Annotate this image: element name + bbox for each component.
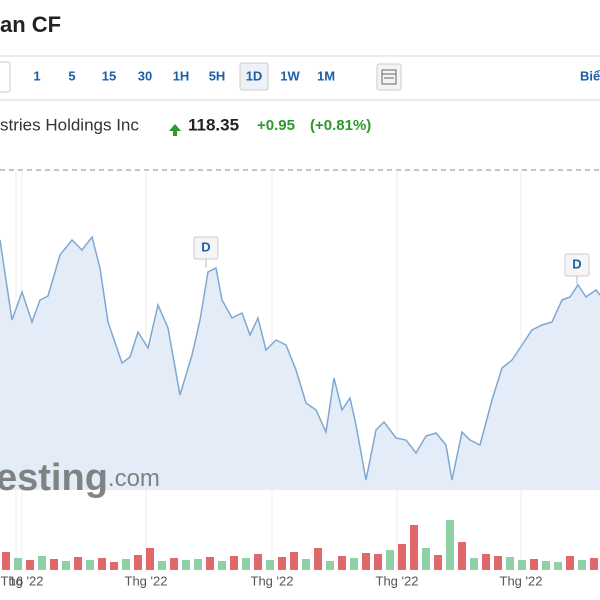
- volume-bar: [362, 553, 370, 570]
- active-interval: [239, 62, 269, 91]
- icon: [381, 69, 397, 85]
- interval-button[interactable]: 5: [68, 68, 75, 83]
- volume-bar: [590, 558, 598, 570]
- volume-bar: [314, 548, 322, 570]
- volume-bar: [2, 552, 10, 570]
- toolbar: 1 5 15 30 1H 5H 1D 1W 1M: [33, 62, 335, 91]
- volume-bar: [170, 558, 178, 570]
- interval-button[interactable]: 1: [33, 68, 40, 83]
- x-tick-label: Thg '22: [251, 573, 294, 588]
- volume-bar: [530, 559, 538, 570]
- interval-button[interactable]: 1H: [173, 68, 190, 83]
- interval-button[interactable]: 5H: [209, 68, 226, 83]
- x-tick-label: Thg '22: [376, 573, 419, 588]
- volume-bar: [146, 548, 154, 570]
- volume-bar: [122, 559, 130, 570]
- volume-bar: [266, 560, 274, 570]
- volume-bar: [410, 525, 418, 570]
- x-tick-label: Thg '22: [1, 573, 44, 588]
- x-tick-label: Thg '22: [500, 573, 543, 588]
- volume-bar: [74, 557, 82, 570]
- interval-button[interactable]: 1D: [246, 68, 263, 83]
- volume-bar: [398, 544, 406, 570]
- up-arrow: [169, 124, 181, 136]
- interval-button[interactable]: 15: [102, 68, 116, 83]
- volume-bar: [26, 560, 34, 570]
- volume-bar: [194, 559, 202, 570]
- watermark-suffix: .com: [108, 465, 160, 492]
- volume-bar: [578, 560, 586, 570]
- dividend-label: D: [201, 239, 210, 254]
- volume-bar: [506, 557, 514, 570]
- volume-bar: [230, 556, 238, 570]
- watermark: esting.com: [0, 457, 160, 499]
- area-fill: [0, 237, 600, 490]
- interval-button[interactable]: 1M: [317, 68, 335, 83]
- change-pct: (+0.81%): [310, 117, 371, 134]
- volume-bar: [566, 556, 574, 570]
- volume-bar: [338, 556, 346, 570]
- volume-bar: [518, 560, 526, 570]
- page-title: an CF: [0, 12, 61, 37]
- watermark-main: esting: [0, 457, 108, 499]
- volume-bar: [110, 562, 118, 570]
- volume-bar: [206, 557, 214, 570]
- volume-bar: [482, 554, 490, 570]
- volume-bar: [386, 550, 394, 570]
- price: 118.35: [188, 115, 239, 134]
- volume-bar: [278, 557, 286, 570]
- volume-bar: [542, 561, 550, 570]
- interval-button[interactable]: 30: [138, 68, 152, 83]
- volume-bar: [374, 554, 382, 570]
- interval-button[interactable]: 1W: [280, 68, 300, 83]
- volume-bar: [50, 559, 58, 570]
- volume-bar: [302, 559, 310, 570]
- volume-bar: [422, 548, 430, 570]
- volume-bar: [554, 562, 562, 570]
- volume-bar: [494, 556, 502, 570]
- volume-bar: [158, 561, 166, 570]
- volume-bar: [218, 561, 226, 570]
- volume-bar: [470, 558, 478, 570]
- volume-bar: [350, 558, 358, 570]
- volume-bar: [326, 561, 334, 570]
- volume-bar: [98, 558, 106, 570]
- volume-bar: [14, 558, 22, 570]
- dividend-marker[interactable]: [193, 236, 219, 260]
- volume-bar: [62, 561, 70, 570]
- volume-bar: [290, 552, 298, 570]
- plot: Thg '22 Thg '22 Thg '22 Thg '22 Thg '2216est…: [0, 170, 600, 588]
- volume-bar: [458, 542, 466, 570]
- volume-bar: [242, 558, 250, 570]
- volume-bar: [446, 520, 454, 570]
- volume-bar: [182, 560, 190, 570]
- toolbar-button[interactable]: [0, 61, 11, 93]
- x-tick-label: 16: [9, 573, 23, 588]
- menu-label[interactable]: Biể: [580, 68, 600, 83]
- chart-type-button[interactable]: [376, 63, 402, 91]
- change: +0.95: [257, 117, 295, 134]
- volume-bar: [38, 556, 46, 570]
- x-tick-label: Thg '22: [125, 573, 168, 588]
- volume-bar: [434, 555, 442, 570]
- volume-bar: [86, 560, 94, 570]
- volume-bar: [134, 555, 142, 570]
- price-line: [0, 235, 600, 481]
- dividend-label: D: [572, 256, 581, 271]
- dividend-marker[interactable]: [564, 253, 590, 277]
- volume-bar: [254, 554, 262, 570]
- instrument-name: stries Holdings Inc: [0, 115, 139, 134]
